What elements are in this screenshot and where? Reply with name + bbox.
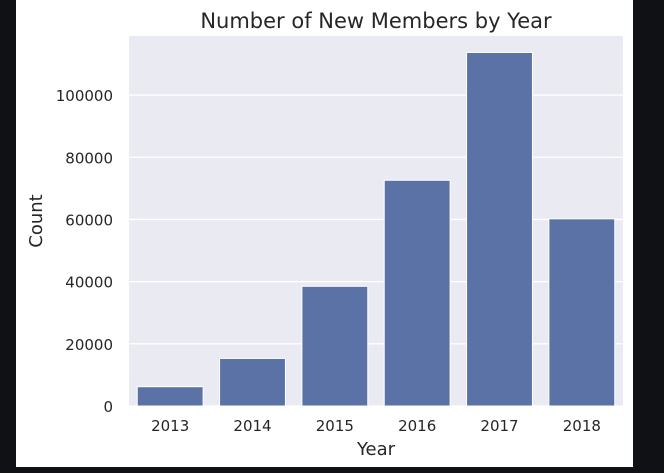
bar-2016 (383, 179, 451, 407)
y-tick-label: 80000 (65, 149, 113, 167)
bar-chart: 0 20000 40000 60000 80000 100000 2013 2014 2015… (26, 9, 623, 460)
x-tick-label: 2014 (233, 417, 271, 435)
y-axis-label: Count (26, 194, 47, 247)
y-tick-label: 100000 (56, 87, 113, 105)
x-axis-label: Year (356, 439, 396, 460)
x-tick-label: 2017 (480, 417, 518, 435)
bar-2014 (219, 357, 286, 407)
x-tick-label: 2018 (563, 417, 601, 435)
x-tick-label: 2015 (316, 417, 354, 435)
y-tick-label: 0 (103, 398, 113, 416)
bars (136, 51, 616, 407)
y-tick-label: 60000 (65, 211, 113, 229)
grid-lines (129, 94, 623, 407)
bar-2017 (466, 51, 533, 407)
bar-2015 (301, 285, 369, 407)
y-tick-label: 20000 (65, 336, 113, 354)
x-tick-label: 2016 (398, 417, 436, 435)
bar-2018 (548, 218, 616, 407)
y-tick-labels: 0 20000 40000 60000 80000 100000 (56, 87, 113, 416)
y-tick-label: 40000 (65, 274, 113, 292)
x-tick-labels: 2013 2014 2015 2016 2017 2018 (151, 417, 601, 435)
chart-figure: 0 20000 40000 60000 80000 100000 2013 2014 2015… (16, 0, 633, 467)
bar-2013 (136, 386, 204, 407)
chart-title: Number of New Members by Year (200, 9, 552, 33)
x-tick-label: 2013 (151, 417, 189, 435)
